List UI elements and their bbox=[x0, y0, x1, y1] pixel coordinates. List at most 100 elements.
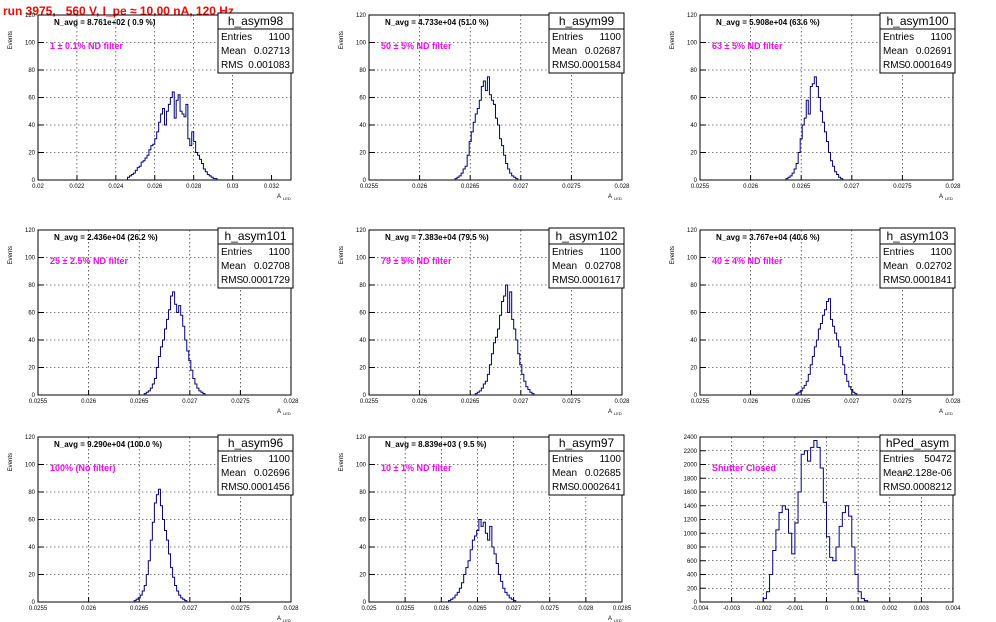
histogram-pad-h_asym96: 0.0255 0.026 0.0265 0.027 0.0275 0.028 0 20 40 60… bbox=[8, 434, 299, 622]
histogram-line bbox=[143, 291, 206, 395]
stats-box bbox=[548, 434, 625, 496]
x-axis-title: A bbox=[277, 616, 281, 622]
x-tick-label: 0 bbox=[825, 606, 829, 612]
x-tick-label: -0.002 bbox=[755, 606, 773, 612]
x-tick-label: 0.0265 bbox=[461, 184, 480, 190]
histogram-pad-h_asym100: 0.0255 0.026 0.0265 0.027 0.0275 0.028 0 20 40 60… bbox=[670, 12, 961, 201]
y-tick-label: 20 bbox=[28, 151, 35, 157]
stats-title: hPed_asym bbox=[886, 436, 949, 450]
stats-name: Entries bbox=[221, 247, 252, 258]
histogram-pad-h_asym98: 0.02 0.022 0.024 0.026 0.028 0.03 0.032 0 20 40 60… bbox=[8, 12, 294, 201]
n-avg-label: N_avg = 3.767e+04 (40.6 %) bbox=[716, 233, 820, 242]
stats-value: 0.0001456 bbox=[243, 482, 291, 493]
y-tick-label: 0 bbox=[363, 178, 367, 184]
stats-name: Mean bbox=[221, 46, 246, 57]
stats-name: Entries bbox=[221, 32, 252, 43]
histogram-line bbox=[454, 76, 519, 180]
x-tick-label: -0.003 bbox=[723, 606, 741, 612]
y-tick-label: 40 bbox=[359, 545, 366, 551]
stats-name: Entries bbox=[883, 247, 914, 258]
x-tick-label: 0.004 bbox=[945, 606, 961, 612]
stats-name: RMS bbox=[883, 60, 906, 71]
y-tick-label: 40 bbox=[359, 123, 366, 129]
y-tick-label: 120 bbox=[25, 435, 36, 441]
stats-value: 0.0001729 bbox=[243, 275, 291, 286]
y-tick-label: 0 bbox=[32, 600, 36, 606]
x-tick-label: 0.027 bbox=[844, 399, 860, 405]
y-tick-label: 120 bbox=[356, 228, 367, 234]
filter-label: 100% (No filter) bbox=[50, 463, 116, 473]
y-tick-label: 20 bbox=[690, 151, 697, 157]
y-tick-label: 80 bbox=[28, 490, 35, 496]
x-tick-label: -0.004 bbox=[691, 606, 709, 612]
x-tick-label: 0.0255 bbox=[396, 606, 415, 612]
x-tick-label: 0.002 bbox=[882, 606, 898, 612]
x-tick-label: 0.024 bbox=[108, 184, 124, 190]
y-tick-label: 100 bbox=[356, 256, 367, 262]
x-axis-title: A bbox=[939, 409, 943, 415]
y-tick-label: 100 bbox=[25, 463, 36, 469]
x-tick-label: 0.0265 bbox=[792, 184, 811, 190]
y-tick-label: 40 bbox=[690, 338, 697, 344]
x-axis-subscript: LED bbox=[283, 411, 291, 416]
x-tick-label: 0.0275 bbox=[541, 606, 560, 612]
stats-value: 1100 bbox=[930, 247, 952, 258]
y-tick-label: 1200 bbox=[684, 518, 698, 524]
stats-name: Entries bbox=[552, 454, 583, 465]
stats-value: 0.02691 bbox=[916, 46, 953, 57]
y-tick-label: 40 bbox=[359, 338, 366, 344]
x-axis-subscript: LED bbox=[614, 411, 622, 416]
stats-title: h_asym96 bbox=[228, 436, 284, 450]
x-tick-label: 0.028 bbox=[283, 399, 299, 405]
histogram-line bbox=[795, 298, 858, 395]
y-tick-label: 800 bbox=[687, 545, 698, 551]
y-tick-label: 1000 bbox=[684, 531, 698, 537]
y-tick-label: 400 bbox=[687, 573, 698, 579]
y-tick-label: 40 bbox=[28, 545, 35, 551]
stats-box bbox=[217, 12, 294, 74]
y-tick-label: 1600 bbox=[684, 490, 698, 496]
x-axis-subscript: LED bbox=[614, 196, 622, 201]
x-tick-label: 0.0265 bbox=[468, 606, 487, 612]
stats-box bbox=[548, 12, 625, 74]
x-tick-label: 0.028 bbox=[186, 184, 202, 190]
x-tick-label: 0.027 bbox=[844, 184, 860, 190]
stats-box bbox=[879, 227, 956, 289]
y-tick-label: 0 bbox=[694, 600, 698, 606]
histogram-line bbox=[133, 488, 188, 602]
x-tick-label: 0.0255 bbox=[691, 399, 710, 405]
filter-label: 10 ± 1% ND filter bbox=[381, 463, 452, 473]
n-avg-label: N_avg = 8.761e+02 ( 0.9 %) bbox=[54, 18, 156, 27]
y-tick-label: 80 bbox=[359, 490, 366, 496]
stats-value: 1100 bbox=[599, 454, 621, 465]
y-axis-title: Events bbox=[670, 246, 676, 264]
x-tick-label: 0.028 bbox=[945, 184, 961, 190]
stats-name: Mean bbox=[552, 46, 577, 57]
x-axis-subscript: LED bbox=[945, 196, 953, 201]
stats-name: Entries bbox=[552, 247, 583, 258]
y-tick-label: 100 bbox=[356, 463, 367, 469]
y-tick-label: 120 bbox=[356, 13, 367, 19]
x-tick-label: 0.026 bbox=[412, 184, 428, 190]
stats-name: Mean bbox=[552, 261, 577, 272]
filter-label: 40 ± 4% ND filter bbox=[712, 256, 783, 266]
stats-name: RMS bbox=[552, 60, 575, 71]
stats-title: h_asym99 bbox=[559, 14, 615, 28]
y-tick-label: 0 bbox=[694, 178, 698, 184]
x-axis-subscript: LED bbox=[283, 618, 291, 622]
y-tick-label: 80 bbox=[28, 283, 35, 289]
y-tick-label: 20 bbox=[28, 573, 35, 579]
stats-box bbox=[879, 434, 956, 496]
stats-box bbox=[879, 12, 956, 74]
x-axis-subscript: LED bbox=[945, 411, 953, 416]
stats-value: 0.0001841 bbox=[905, 275, 953, 286]
y-tick-label: 2400 bbox=[684, 435, 698, 441]
x-tick-label: 0.0275 bbox=[231, 399, 250, 405]
x-axis-subscript: LED bbox=[283, 196, 291, 201]
y-tick-label: 120 bbox=[687, 228, 698, 234]
stats-title: h_asym98 bbox=[228, 14, 284, 28]
x-tick-label: 0.026 bbox=[412, 399, 428, 405]
stats-value: 0.02708 bbox=[585, 261, 622, 272]
y-tick-label: 80 bbox=[690, 283, 697, 289]
